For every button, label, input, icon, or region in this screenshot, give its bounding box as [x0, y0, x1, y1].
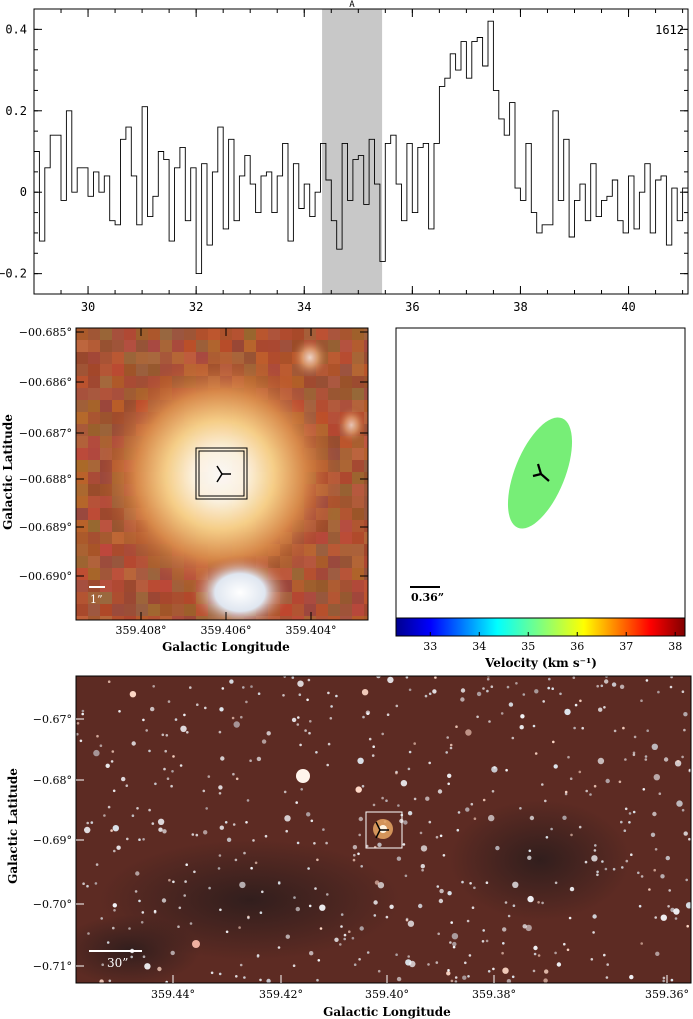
- y-tick-label: −00.687°: [19, 427, 72, 440]
- colorbar-tick-label: 38: [668, 640, 682, 653]
- spectrum-ticks: 30 32 34 36 38 40 0.4 0.2 0 −0.2: [0, 8, 688, 314]
- spectrum-panel: 30 32 34 36 38 40 0.4 0.2 0 −0.2 A 1612: [0, 0, 689, 314]
- y-tick-label: −0.67°: [33, 713, 72, 726]
- colorbar-ticks: 33 34 35 36 37 38: [423, 632, 682, 653]
- y-tick-label: −00.690°: [19, 570, 72, 583]
- overview-frame: [75, 675, 692, 984]
- y-tick-label: 0: [20, 185, 27, 199]
- cutout-xlabel: Galactic Longitude: [162, 640, 290, 654]
- y-tick-label: −0.68°: [33, 774, 72, 787]
- y-tick-label: −0.71°: [33, 960, 72, 973]
- y-tick-label: −0.70°: [33, 898, 72, 911]
- y-tick-label: −0.69°: [33, 834, 72, 847]
- spectrum-line: [34, 20, 688, 275]
- colorbar-label: Velocity (km s⁻¹): [484, 656, 597, 670]
- cutout-outer-box: [195, 447, 248, 500]
- velocity-scalebar-label: 0.36”: [411, 591, 444, 604]
- x-tick-label: 359.44°: [151, 988, 195, 1001]
- overview-source-box: [365, 811, 403, 849]
- velocity-map-panel: 0.36” 33 34 35 36 37 38 Velocity (km s⁻¹): [395, 327, 686, 670]
- x-tick-label: 359.408°: [116, 624, 167, 637]
- y-tick-label: −00.688°: [19, 473, 72, 486]
- y-tick-label: −00.686°: [19, 376, 72, 389]
- overview-ylabel: Galactic Latitude: [6, 768, 20, 884]
- overview-scalebar-label: 30”: [107, 956, 128, 970]
- source-marker-icon: [216, 465, 231, 483]
- velocity-marker-icon: [532, 463, 550, 482]
- x-tick-label: 359.36°: [645, 988, 689, 1001]
- overview-xlabel: Galactic Longitude: [323, 1005, 451, 1019]
- region-label: A: [349, 0, 355, 10]
- cutout-ylabel: Galactic Latitude: [1, 414, 15, 530]
- y-tick-label: 0.4: [5, 22, 27, 36]
- overview-image: [76, 676, 691, 983]
- overview-ticks: 359.44° 359.42° 359.40° 359.38° 359.36° −0.67…: [33, 713, 689, 1001]
- cutout-frame: [75, 327, 369, 621]
- x-tick-label: 38: [513, 300, 527, 314]
- spectrum-corner-label: 1612: [655, 23, 684, 37]
- x-tick-label: 36: [405, 300, 419, 314]
- x-tick-label: 359.40°: [365, 988, 409, 1001]
- cutout-inner-box: [198, 450, 245, 497]
- overview-panel: 359.44° 359.42° 359.40° 359.38° 359.36° −0.67…: [6, 675, 692, 1019]
- cutout-panel: 359.408° 359.406° 359.404° −00.685° −00.686°…: [1, 326, 369, 654]
- colorbar-tick-label: 34: [472, 640, 486, 653]
- velocity-range-highlight: [322, 9, 383, 294]
- x-tick-label: 359.404°: [286, 624, 337, 637]
- colorbar: [395, 617, 686, 637]
- cutout-scalebar-label: 1”: [90, 593, 103, 606]
- y-tick-label: 0.2: [5, 104, 27, 118]
- x-tick-label: 32: [189, 300, 203, 314]
- x-tick-label: 359.406°: [201, 624, 252, 637]
- y-tick-label: −00.689°: [19, 521, 72, 534]
- colorbar-tick-label: 37: [619, 640, 633, 653]
- x-tick-label: 359.38°: [472, 988, 516, 1001]
- x-tick-label: 40: [621, 300, 635, 314]
- cutout-ticks: 359.408° 359.406° 359.404° −00.685° −00.686°…: [19, 326, 368, 637]
- x-tick-label: 34: [297, 300, 311, 314]
- y-tick-label: −0.2: [0, 267, 27, 281]
- colorbar-tick-label: 35: [521, 640, 535, 653]
- y-tick-label: −00.685°: [19, 326, 72, 339]
- overview-marker-icon: [375, 821, 389, 839]
- x-tick-label: 359.42°: [259, 988, 303, 1001]
- colorbar-tick-label: 36: [570, 640, 584, 653]
- cutout-image: [76, 328, 368, 620]
- colorbar-tick-label: 33: [423, 640, 437, 653]
- x-tick-label: 30: [81, 300, 95, 314]
